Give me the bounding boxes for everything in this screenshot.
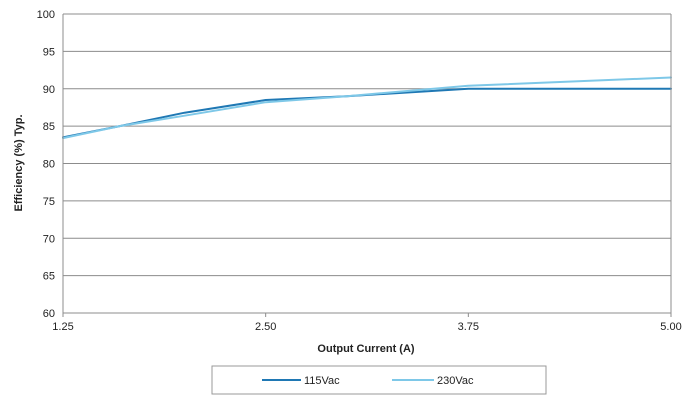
y-tick-label: 70 [43,233,55,245]
y-tick-label: 95 [43,46,55,58]
y-tick-label: 65 [43,271,55,283]
y-tick-label: 85 [43,121,55,133]
y-tick-label: 100 [37,9,55,21]
series-line-115vac [62,87,672,139]
x-tick-label: 2.50 [255,321,276,333]
series-layer [62,76,672,140]
legend: 115Vac 230Vac [211,365,547,395]
y-tick-label: 80 [43,159,55,171]
y-axis-title: Efficiency (%) Typ. [13,115,25,212]
grid-layer [63,13,671,314]
x-tick-label: 3.75 [458,321,479,333]
x-tick-label: 1.25 [52,321,73,333]
axis-layer: 100 95 90 85 80 75 70 65 601.25 2.50 3.75 5.00 [37,9,682,333]
x-axis-title: Output Current (A) [317,343,414,355]
legend-label-230vac: 230Vac [437,375,474,387]
y-tick-label: 75 [43,196,55,208]
y-tick-label: 90 [43,84,55,96]
y-tick-label: 60 [43,308,55,320]
series-line-230vac [62,76,672,140]
legend-label-115vac: 115Vac [304,375,340,387]
x-tick-label: 5.00 [660,321,681,333]
